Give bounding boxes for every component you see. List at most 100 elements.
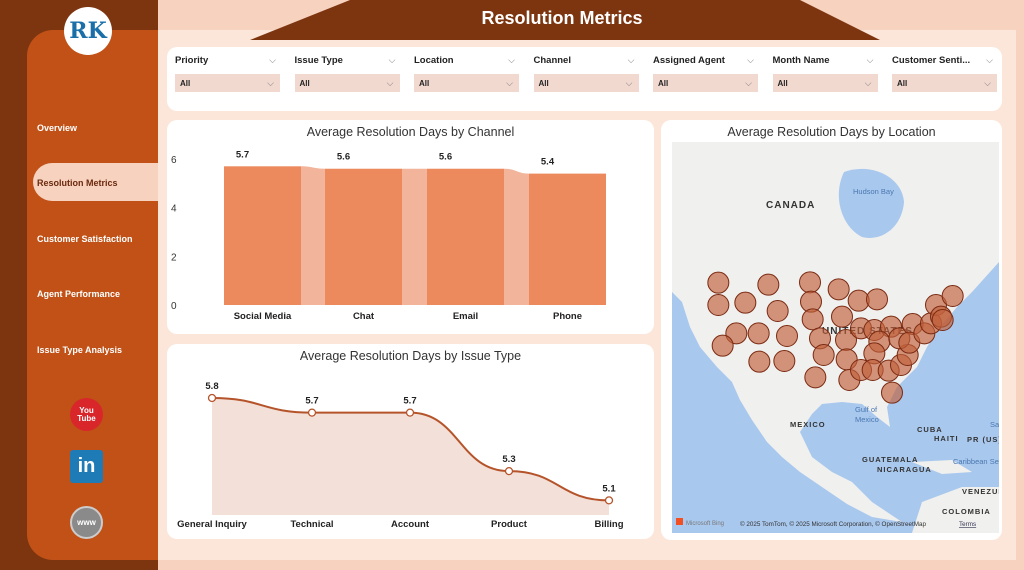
data-label: 5.7 <box>305 396 318 407</box>
data-label: 5.6 <box>439 152 452 163</box>
filter-assigned-agent[interactable]: Assigned Agent ⌵ All ⌵ <box>653 55 758 92</box>
chevron-down-icon[interactable]: ⌵ <box>747 55 754 65</box>
location-bubble[interactable] <box>799 271 821 294</box>
filter-label: Assigned Agent ⌵ <box>653 55 758 66</box>
location-bubble[interactable] <box>931 309 954 331</box>
chevron-down-icon[interactable]: ⌵ <box>508 55 515 65</box>
filter-select[interactable]: All ⌵ <box>772 74 878 92</box>
chevron-down-icon[interactable]: ⌵ <box>388 55 396 65</box>
filter-select[interactable]: All ⌵ <box>175 74 280 92</box>
ribbon-connector <box>402 168 427 305</box>
globe-icon[interactable]: www <box>70 506 103 539</box>
chart-title: Average Resolution Days by Channel <box>306 125 515 139</box>
channel-bar-chart: 0 2 4 6 5.7 Social Media 5.6 Chat 5.6 Email 5.4 Pho… <box>171 149 606 322</box>
data-point[interactable] <box>604 496 614 505</box>
youtube-icon[interactable]: You Tube <box>70 398 103 431</box>
map-terms-link[interactable]: Terms <box>959 521 976 528</box>
bar-phone[interactable] <box>529 173 606 305</box>
filter-month-name[interactable]: Month Name ⌵ All ⌵ <box>772 55 878 92</box>
y-tick-label: 0 <box>171 301 177 312</box>
location-bubble[interactable] <box>847 289 870 312</box>
data-label: 5.3 <box>502 454 515 465</box>
filter-label-text: Customer Senti... <box>892 55 971 66</box>
filter-priority[interactable]: Priority ⌵ All ⌵ <box>175 55 280 92</box>
filter-value: All <box>538 78 549 88</box>
y-tick-label: 4 <box>171 204 177 215</box>
data-point[interactable] <box>405 408 415 417</box>
map-label: Sargasso <box>990 420 999 429</box>
location-bubble[interactable] <box>801 308 824 331</box>
location-bubble[interactable] <box>804 366 827 389</box>
location-bubble[interactable] <box>812 344 835 366</box>
filter-channel[interactable]: Channel ⌵ All ⌵ <box>533 55 639 92</box>
nav-customer-satisfaction[interactable]: Customer Satisfaction <box>37 234 133 244</box>
map-label: CUBA <box>917 425 943 434</box>
filter-customer-senti-[interactable]: Customer Senti... ⌵ All ⌵ <box>892 55 997 92</box>
channel-chart-card: Average Resolution Days by Channel 0 2 4 6 5… <box>167 120 654 334</box>
chevron-down-icon: ⌵ <box>745 77 752 88</box>
data-label: 5.4 <box>541 157 555 168</box>
filter-select[interactable]: All ⌵ <box>892 74 997 92</box>
location-bubble[interactable] <box>757 273 780 296</box>
filter-value: All <box>897 78 908 88</box>
location-bubble[interactable] <box>866 288 888 311</box>
x-tick-label: Billing <box>594 519 623 530</box>
bar-chat[interactable] <box>325 168 402 305</box>
nav-agent-performance[interactable]: Agent Performance <box>37 289 121 299</box>
location-bubble[interactable] <box>766 300 789 322</box>
filter-select[interactable]: All ⌵ <box>533 74 639 92</box>
data-point[interactable] <box>307 408 317 417</box>
logo: RK <box>64 7 112 55</box>
location-bubble[interactable] <box>711 334 734 357</box>
nav-issue-type-analysis[interactable]: Issue Type Analysis <box>37 345 123 355</box>
location-bubble[interactable] <box>747 322 770 345</box>
location-bubble[interactable] <box>725 322 748 345</box>
page-title: Resolution Metrics <box>481 8 643 28</box>
y-tick-label: 6 <box>171 155 177 166</box>
location-bubble[interactable] <box>748 350 771 373</box>
filter-label-text: Location <box>414 55 454 66</box>
y-tick-label: 2 <box>171 252 177 263</box>
x-tick-label: Product <box>491 519 528 530</box>
location-bubble[interactable] <box>773 350 796 372</box>
nav-overview[interactable]: Overview <box>37 123 78 133</box>
chevron-down-icon[interactable]: ⌵ <box>269 55 276 65</box>
location-bubble[interactable] <box>707 294 730 316</box>
filter-label: Issue Type ⌵ <box>295 55 400 66</box>
location-bubble[interactable] <box>881 381 903 404</box>
location-bubble[interactable] <box>827 278 850 301</box>
x-tick-label: Account <box>391 519 430 530</box>
chevron-down-icon: ⌵ <box>267 77 274 88</box>
chevron-down-icon[interactable]: ⌵ <box>986 55 993 65</box>
ribbon-connector <box>301 166 325 305</box>
data-label: 5.7 <box>236 149 249 160</box>
data-point[interactable] <box>504 466 514 476</box>
map-label: GUATEMALA <box>862 455 918 464</box>
filter-select[interactable]: All ⌵ <box>294 74 400 92</box>
location-bubble[interactable] <box>707 271 730 294</box>
location-bubble[interactable] <box>776 325 798 347</box>
filter-location[interactable]: Location ⌵ All ⌵ <box>414 55 519 92</box>
chevron-down-icon[interactable]: ⌵ <box>866 55 874 65</box>
filter-bar: Priority ⌵ All ⌵ Issue Type ⌵ All ⌵ Location ⌵ All… <box>167 47 1002 111</box>
chevron-down-icon: ⌵ <box>506 77 513 88</box>
x-tick-label: Social Media <box>234 311 292 322</box>
filter-select[interactable]: All ⌵ <box>414 74 519 92</box>
nav-resolution-metrics[interactable]: Resolution Metrics <box>37 178 118 188</box>
bar-social-media[interactable] <box>224 166 301 305</box>
filter-issue-type[interactable]: Issue Type ⌵ All ⌵ <box>294 55 400 92</box>
chevron-down-icon[interactable]: ⌵ <box>627 55 635 65</box>
location-bubble[interactable] <box>831 305 853 328</box>
filter-value: All <box>299 78 310 88</box>
bar-email[interactable] <box>427 168 504 305</box>
hudson-bay <box>838 168 904 238</box>
location-bubble[interactable] <box>941 285 964 307</box>
filter-select[interactable]: All ⌵ <box>653 74 758 92</box>
chart-title: Average Resolution Days by Issue Type <box>299 349 522 363</box>
location-bubble[interactable] <box>734 291 757 314</box>
filter-label-text: Priority <box>175 55 209 66</box>
data-point[interactable] <box>207 393 217 403</box>
linkedin-icon[interactable]: in <box>70 450 103 483</box>
filter-label: Month Name ⌵ <box>773 55 878 66</box>
